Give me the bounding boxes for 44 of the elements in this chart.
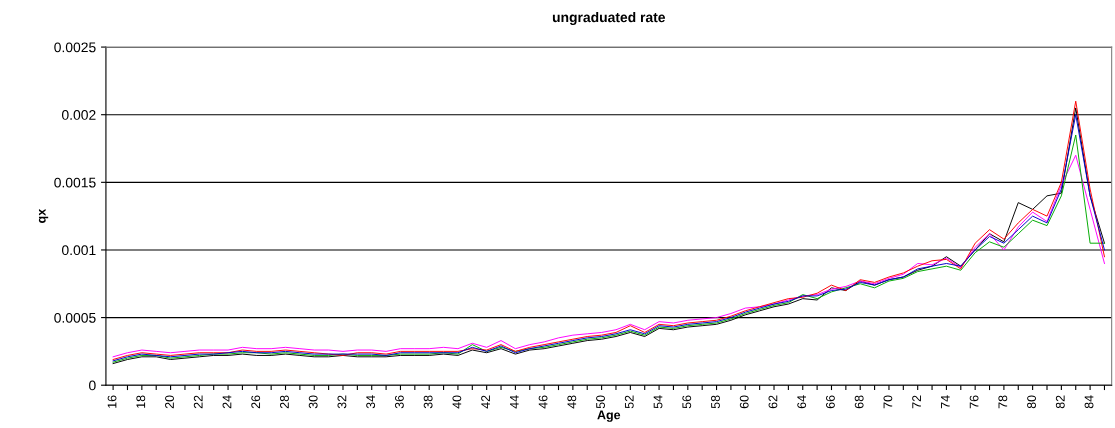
chart-title: ungraduated rate bbox=[552, 12, 666, 26]
x-tick-label: 72 bbox=[912, 395, 921, 409]
x-tick-label: 46 bbox=[538, 395, 548, 409]
x-tick-label: 42 bbox=[481, 395, 490, 409]
x-tick-label: 60 bbox=[739, 395, 749, 409]
x-tick-label: 40 bbox=[452, 395, 462, 409]
x-tick-label: 26 bbox=[251, 395, 261, 409]
x-tick-label: 58 bbox=[711, 395, 720, 409]
y-tick-label: 0.001 bbox=[61, 245, 96, 256]
x-tick-label: 52 bbox=[624, 395, 634, 409]
x-tick-label: 54 bbox=[653, 395, 663, 409]
x-tick-label: 64 bbox=[797, 395, 807, 409]
y-tick-label: 0.002 bbox=[61, 110, 96, 120]
x-tick-label: 84 bbox=[1084, 395, 1094, 409]
y-tick-label: 0 bbox=[89, 380, 96, 391]
x-tick-label: 62 bbox=[768, 395, 778, 409]
x-tick-label: 36 bbox=[394, 395, 404, 409]
x-tick-label: 28 bbox=[280, 395, 289, 409]
x-tick-label: 32 bbox=[337, 395, 347, 409]
x-tick-label: 24 bbox=[222, 395, 232, 409]
x-tick-label: 78 bbox=[998, 395, 1008, 409]
x-tick-label: 48 bbox=[567, 395, 577, 409]
x-tick-label: 70 bbox=[883, 395, 893, 409]
x-tick-label: 80 bbox=[1027, 395, 1036, 409]
x-axis-title: Age bbox=[597, 410, 621, 422]
y-tick-label: 0.0025 bbox=[54, 42, 96, 53]
x-tick-label: 66 bbox=[825, 395, 835, 409]
x-tick-label: 74 bbox=[941, 395, 950, 409]
x-tick-label: 50 bbox=[596, 395, 605, 409]
x-tick-label: 38 bbox=[423, 395, 433, 409]
y-tick-label: 0.0005 bbox=[54, 312, 96, 323]
x-tick-label: 82 bbox=[1055, 395, 1065, 409]
x-tick-label: 68 bbox=[854, 395, 864, 409]
x-tick-label: 30 bbox=[308, 395, 318, 409]
x-tick-label: 76 bbox=[969, 395, 979, 409]
x-tick-label: 20 bbox=[165, 395, 174, 409]
x-tick-label: 22 bbox=[193, 395, 203, 409]
y-axis-title: qx bbox=[38, 208, 49, 223]
y-tick-label: 0.0015 bbox=[54, 177, 96, 188]
x-tick-label: 44 bbox=[510, 395, 519, 409]
x-tick-label: 34 bbox=[366, 395, 376, 409]
x-tick-label: 16 bbox=[107, 395, 117, 408]
x-tick-label: 18 bbox=[136, 395, 146, 408]
x-tick-label: 56 bbox=[682, 395, 692, 409]
